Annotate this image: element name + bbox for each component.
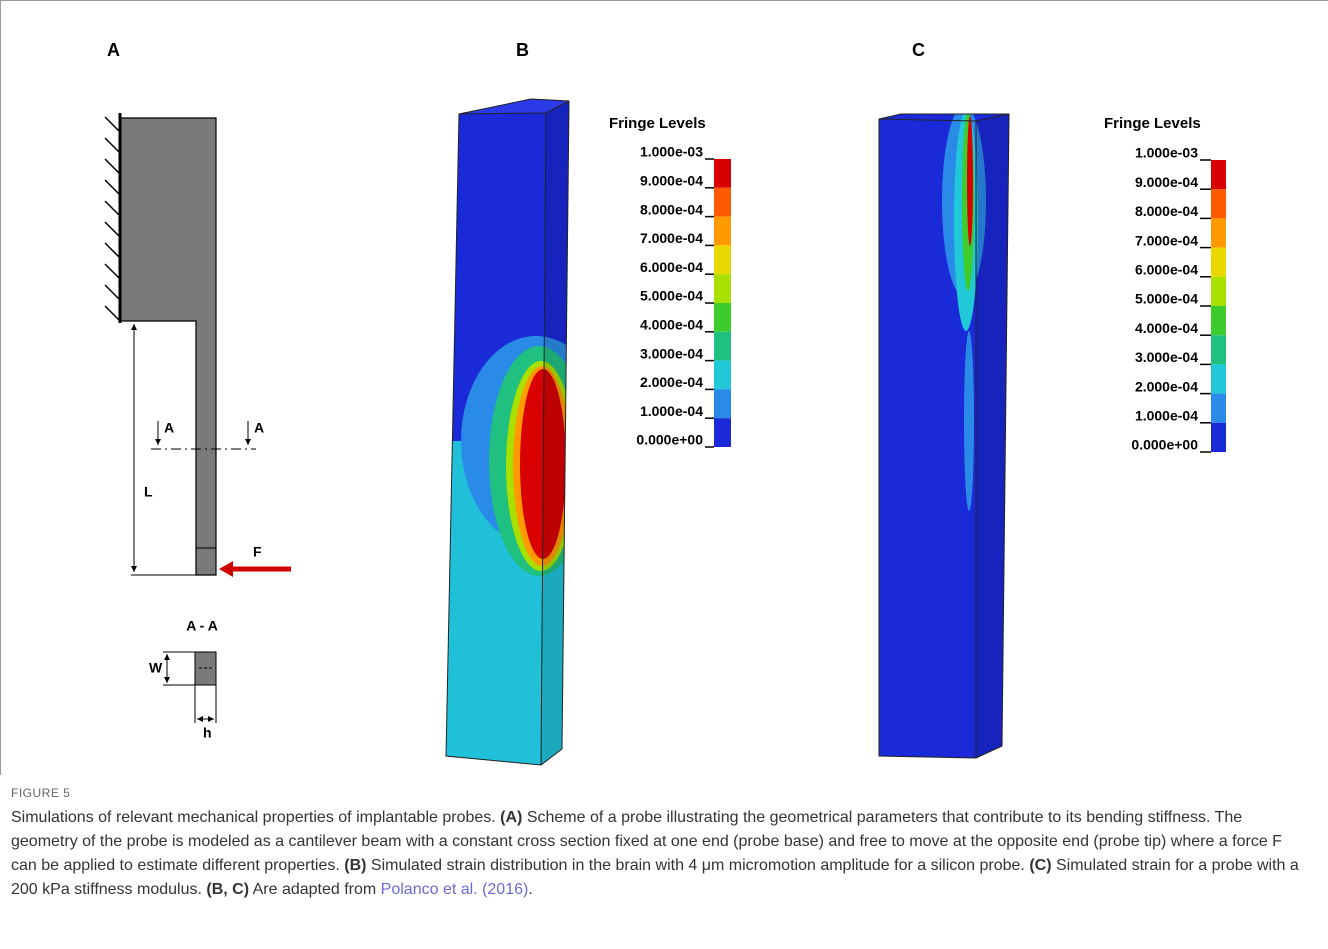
color-swatch (1211, 335, 1226, 364)
caption: FIGURE 5 Simulations of relevant mechani… (11, 786, 1311, 902)
level-label: 3.000e-04 (1135, 349, 1198, 365)
level-label: 5.000e-04 (1135, 291, 1198, 307)
color-swatch (1211, 423, 1226, 452)
level-label: 1.000e-04 (640, 403, 703, 419)
legend-title: Fringe Levels (1104, 115, 1201, 132)
color-swatch (1211, 189, 1226, 218)
caption-run: (C) (1029, 857, 1051, 874)
color-swatch (714, 332, 731, 361)
color-swatch (714, 217, 731, 246)
level-label: 9.000e-04 (640, 173, 703, 189)
level-label: 6.000e-04 (640, 259, 703, 275)
color-swatch (714, 274, 731, 303)
level-label: 8.000e-04 (1135, 203, 1198, 219)
section-mark: A (254, 420, 264, 436)
citation-link[interactable]: Polanco et al. (2016) (381, 881, 529, 898)
legend-title: Fringe Levels (609, 115, 706, 132)
section-mark: A (164, 420, 174, 436)
color-swatch (714, 159, 731, 188)
level-label: 1.000e-04 (1135, 408, 1198, 424)
width-label: W (149, 660, 163, 676)
fringe-legend: Fringe Levels 1.000e-03 9.000e-04 8.000e-04… (609, 115, 731, 448)
level-label: 1.000e-03 (640, 144, 703, 160)
figure-label: FIGURE 5 (11, 786, 1311, 800)
level-label: 8.000e-04 (640, 201, 703, 217)
color-swatch (1211, 364, 1226, 393)
panel-label: A (107, 40, 120, 60)
caption-run: . (528, 881, 532, 898)
caption-run: Are adapted from (249, 881, 381, 898)
level-label: 6.000e-04 (1135, 262, 1198, 278)
force-label: F (253, 544, 262, 560)
strain-block (441, 91, 611, 774)
caption-text: Simulations of relevant mechanical prope… (11, 806, 1311, 902)
panel-label: C (912, 40, 925, 60)
figure: A B C A A L F A - A W h Fringe Levels 1.0… (0, 0, 1328, 775)
panel-label: B (516, 40, 529, 60)
strain-block (871, 101, 1021, 771)
color-swatch (1211, 248, 1226, 277)
caption-run: (B, C) (206, 881, 249, 898)
color-swatch (714, 245, 731, 274)
level-label: 9.000e-04 (1135, 174, 1198, 190)
caption-run: Simulations of relevant mechanical prope… (11, 809, 500, 826)
section-title: A - A (186, 618, 218, 634)
color-swatch (714, 418, 731, 447)
fringe-legend: Fringe Levels 1.000e-03 9.000e-04 8.000e-04… (1104, 115, 1226, 453)
caption-run: (B) (344, 857, 366, 874)
color-swatch (714, 303, 731, 332)
page: A B C A A L F A - A W h Fringe Levels 1.0… (0, 0, 1328, 949)
caption-run: (A) (500, 809, 522, 826)
figure-art: A B C A A L F A - A W h Fringe Levels 1.0… (1, 1, 1327, 774)
level-label: 2.000e-04 (640, 374, 703, 390)
color-swatch (714, 389, 731, 418)
level-label: 3.000e-04 (640, 345, 703, 361)
length-label: L (144, 484, 153, 500)
level-label: 5.000e-04 (640, 288, 703, 304)
level-label: 0.000e+00 (636, 432, 703, 448)
level-label: 4.000e-04 (640, 317, 703, 333)
color-swatch (714, 361, 731, 390)
level-label: 4.000e-04 (1135, 320, 1198, 336)
color-swatch (1211, 160, 1226, 189)
level-label: 0.000e+00 (1131, 437, 1198, 453)
level-label: 1.000e-03 (1135, 145, 1198, 161)
level-label: 7.000e-04 (640, 230, 703, 246)
color-swatch (1211, 277, 1226, 306)
color-swatch (714, 188, 731, 217)
color-swatch (1211, 394, 1226, 423)
color-swatch (1211, 306, 1226, 335)
color-swatch (1211, 218, 1226, 247)
thickness-label: h (203, 725, 212, 741)
caption-run: Simulated strain distribution in the bra… (366, 857, 1029, 874)
level-label: 7.000e-04 (1135, 232, 1198, 248)
level-label: 2.000e-04 (1135, 378, 1198, 394)
